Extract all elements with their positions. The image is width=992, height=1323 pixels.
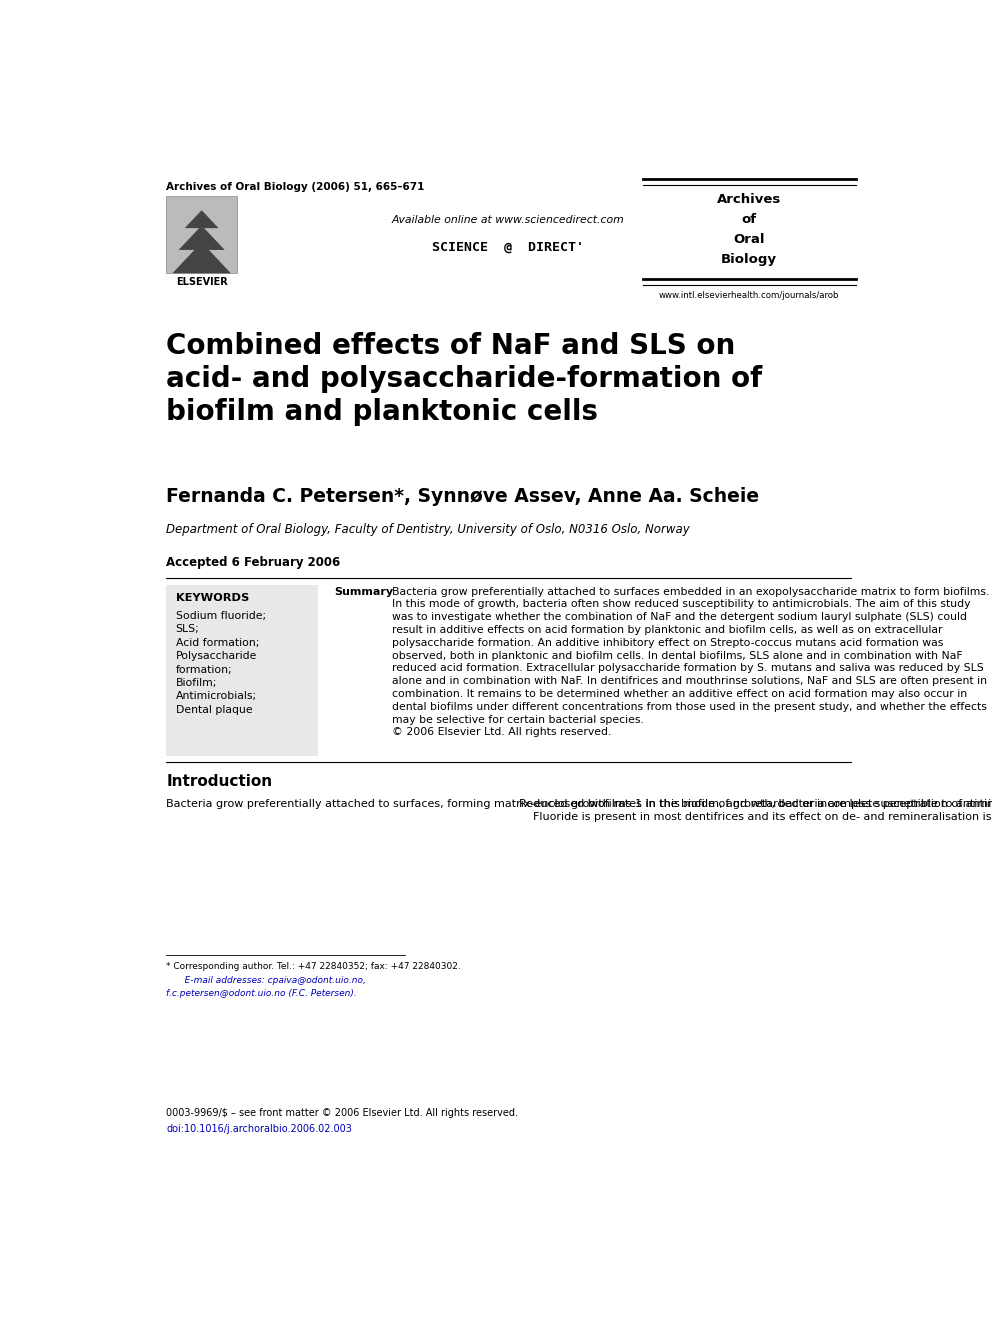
Text: Archives of Oral Biology (2006) 51, 665–671: Archives of Oral Biology (2006) 51, 665–… — [167, 183, 425, 192]
Text: of: of — [741, 213, 757, 226]
Polygon shape — [185, 210, 218, 228]
Text: Bacteria grow preferentially attached to surfaces, forming matrix-enclosed biofi: Bacteria grow preferentially attached to… — [167, 799, 992, 808]
Text: Combined effects of NaF and SLS on
acid- and polysaccharide-formation of
biofilm: Combined effects of NaF and SLS on acid-… — [167, 332, 763, 426]
Text: ELSEVIER: ELSEVIER — [176, 277, 227, 287]
Polygon shape — [197, 257, 205, 263]
Polygon shape — [179, 225, 225, 250]
Text: Fernanda C. Petersen*, Synnøve Assev, Anne Aa. Scheie: Fernanda C. Petersen*, Synnøve Assev, An… — [167, 487, 760, 505]
Text: f.c.petersen@odont.uio.no (F.C. Petersen).: f.c.petersen@odont.uio.no (F.C. Petersen… — [167, 990, 357, 998]
Text: E-mail addresses: cpaiva@odont.uio.no,: E-mail addresses: cpaiva@odont.uio.no, — [176, 976, 365, 984]
Text: doi:10.1016/j.archoralbio.2006.02.003: doi:10.1016/j.archoralbio.2006.02.003 — [167, 1125, 352, 1135]
FancyBboxPatch shape — [167, 585, 317, 755]
Text: Sodium fluoride;
SLS;
Acid formation;
Polysaccharide
formation;
Biofilm;
Antimic: Sodium fluoride; SLS; Acid formation; Po… — [176, 611, 266, 714]
Text: Available online at www.sciencedirect.com: Available online at www.sciencedirect.co… — [392, 214, 625, 225]
Text: Reduced growth rates in the biofilm, and retarded or incomplete penetration of a: Reduced growth rates in the biofilm, and… — [519, 799, 992, 822]
Text: * Corresponding author. Tel.: +47 22840352; fax: +47 22840302.: * Corresponding author. Tel.: +47 228403… — [167, 962, 461, 971]
Text: Department of Oral Biology, Faculty of Dentistry, University of Oslo, N0316 Oslo: Department of Oral Biology, Faculty of D… — [167, 524, 690, 536]
Text: 0003-9969/$ – see front matter © 2006 Elsevier Ltd. All rights reserved.: 0003-9969/$ – see front matter © 2006 El… — [167, 1109, 518, 1118]
Text: Accepted 6 February 2006: Accepted 6 February 2006 — [167, 556, 340, 569]
Text: Summary: Summary — [334, 586, 394, 597]
FancyBboxPatch shape — [167, 196, 237, 273]
Polygon shape — [173, 242, 231, 274]
Text: Introduction: Introduction — [167, 774, 273, 789]
Text: Biology: Biology — [721, 253, 777, 266]
Text: SCIENCE  @  DIRECT': SCIENCE @ DIRECT' — [433, 241, 584, 253]
Text: Oral: Oral — [733, 233, 765, 246]
Text: www.intl.elsevierhealth.com/journals/arob: www.intl.elsevierhealth.com/journals/aro… — [659, 291, 839, 300]
Text: Bacteria grow preferentially attached to surfaces embedded in an exopolysacchari: Bacteria grow preferentially attached to… — [392, 586, 990, 737]
Text: KEYWORDS: KEYWORDS — [176, 593, 249, 603]
Text: Archives: Archives — [717, 193, 781, 206]
